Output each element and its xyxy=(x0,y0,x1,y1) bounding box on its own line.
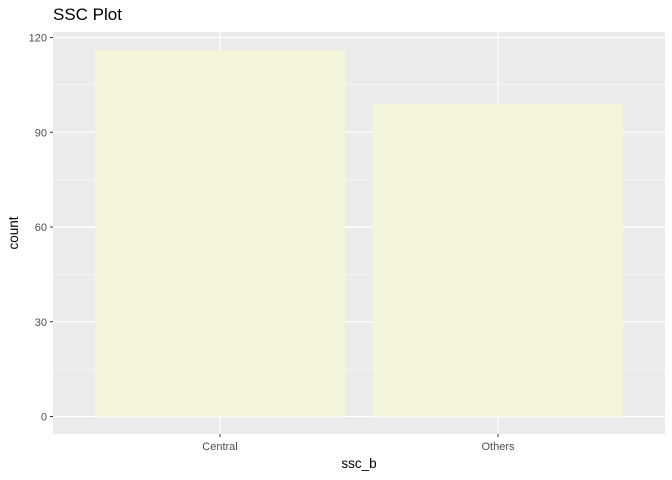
y-tick-label: 60 xyxy=(35,222,47,234)
y-tick-label: 0 xyxy=(41,412,47,424)
y-tick-label: 120 xyxy=(29,33,47,45)
y-tick-label: 30 xyxy=(35,317,47,329)
x-axis-title: ssc_b xyxy=(341,456,376,471)
y-tick-label: 90 xyxy=(35,127,47,139)
chart-title: SSC Plot xyxy=(53,5,122,24)
y-axis-title: count xyxy=(6,216,21,249)
bar-central xyxy=(95,50,345,417)
x-tick-label: Central xyxy=(202,441,237,453)
bar-others xyxy=(373,103,623,417)
x-tick-label: Others xyxy=(481,441,515,453)
